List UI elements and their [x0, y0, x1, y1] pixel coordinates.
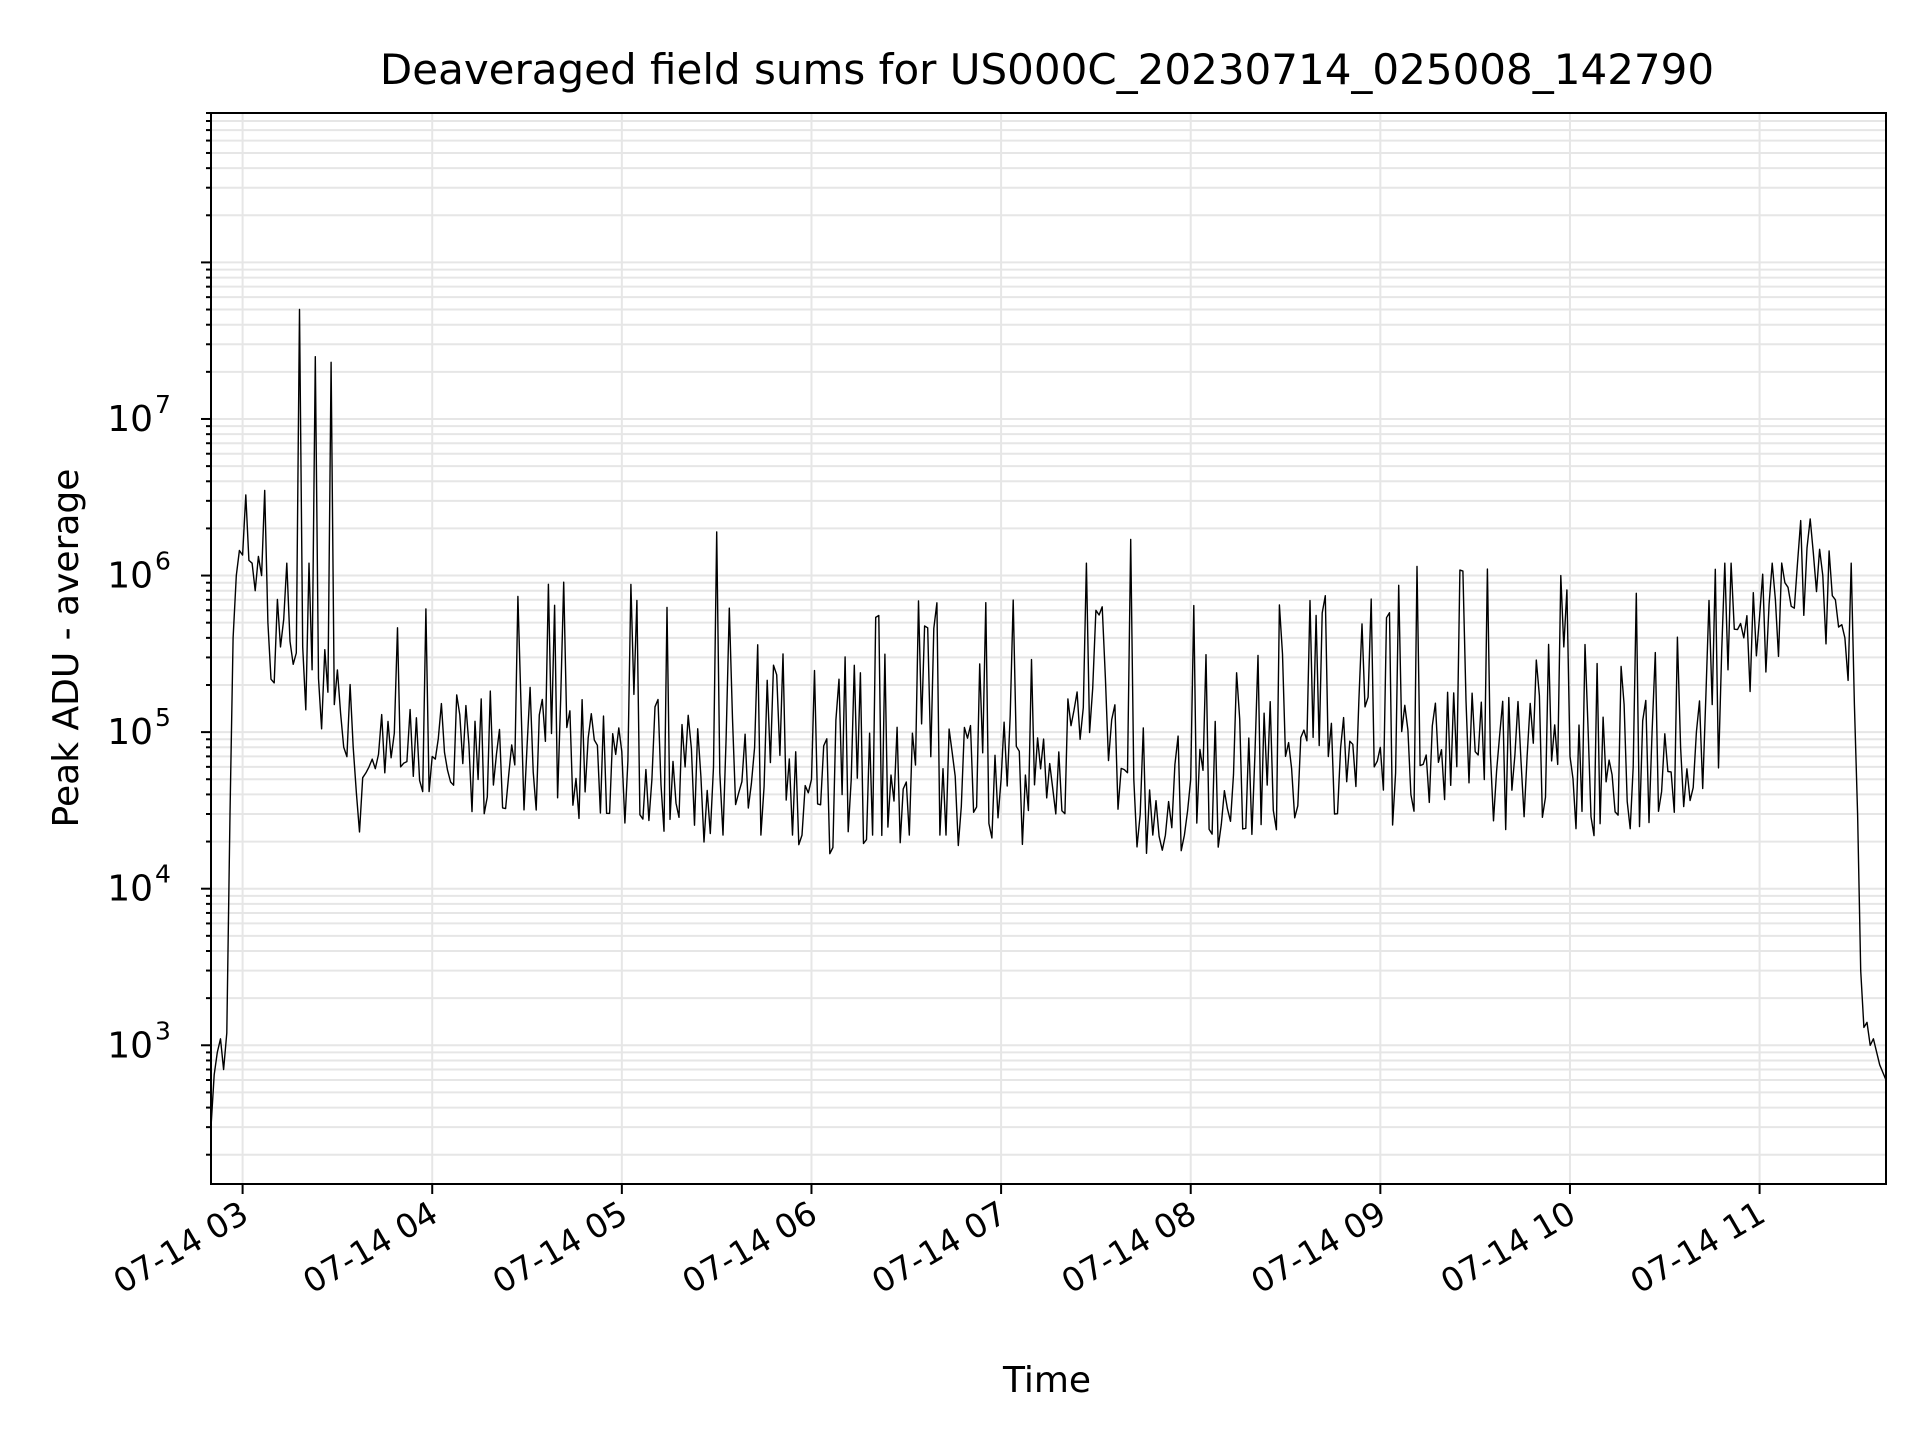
chart-title: Deaveraged field sums for US000C_2023071…	[380, 45, 1714, 94]
y-axis-label: Peak ADU - average	[46, 469, 87, 828]
x-tick-label: 07-14 09	[1244, 1193, 1392, 1301]
x-tick-label: 07-14 10	[1434, 1193, 1582, 1301]
x-tick-label: 07-14 05	[486, 1193, 634, 1301]
x-tick-label: 07-14 06	[675, 1193, 823, 1301]
y-tick-label: 10	[107, 399, 153, 440]
y-tick-exponent: 6	[155, 547, 171, 576]
y-tick-exponent: 5	[155, 703, 171, 732]
plot-frame	[210, 112, 1887, 1185]
tick-layer: 07-14 03 07-14 04 07-14 05 07-14 06 07-14 07…	[107, 112, 1772, 1301]
x-tick-label: 07-14 08	[1055, 1193, 1203, 1301]
x-tick-label: 07-14 07	[865, 1193, 1013, 1301]
x-axis-label: Time	[1002, 1360, 1091, 1401]
y-tick-exponent: 3	[155, 1016, 171, 1045]
y-tick-label: 10	[107, 712, 153, 753]
y-tick-label: 10	[107, 869, 153, 910]
grid-layer	[211, 112, 1886, 1184]
y-tick-exponent: 7	[155, 390, 171, 419]
y-tick-exponent: 4	[155, 860, 171, 889]
data-layer	[210, 308, 1887, 1128]
x-tick-label: 07-14 04	[296, 1193, 444, 1301]
x-tick-label: 07-14 11	[1624, 1193, 1772, 1301]
y-tick-label: 10	[107, 1025, 153, 1066]
y-tick-label: 10	[107, 556, 153, 597]
series-line	[210, 308, 1887, 1128]
x-tick-label: 07-14 03	[107, 1193, 255, 1301]
